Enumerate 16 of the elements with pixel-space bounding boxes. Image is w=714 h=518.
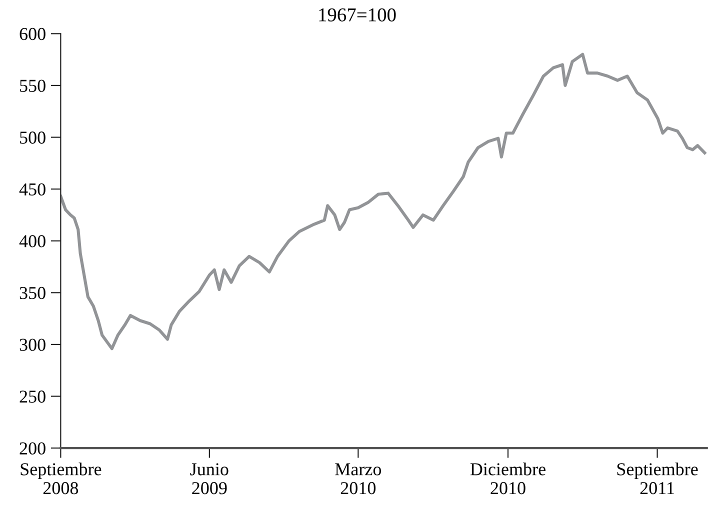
chart-title: 1967=100	[319, 8, 396, 22]
y-tick-label: 350	[20, 286, 46, 300]
y-tick-label: 450	[19, 183, 46, 196]
y-tick-label: 250	[20, 390, 46, 403]
y-tick-label: 550	[20, 80, 46, 92]
x-tick-label: Junio 2009	[190, 463, 228, 494]
y-tick-label: 600	[20, 28, 46, 40]
x-tick-label: Diciembre 2010	[470, 462, 546, 494]
x-tick-label: Septiembre 2011	[617, 462, 698, 494]
line-series	[60, 52, 706, 350]
y-tick-label: 200	[20, 442, 46, 455]
y-tick-label: 400	[19, 235, 46, 248]
y-tick-label: 500	[20, 132, 46, 144]
x-tick-label: Marzo 2010	[335, 463, 382, 494]
y-tick-label: 300	[20, 338, 46, 351]
x-tick-label: Septiembre 2008	[20, 462, 102, 494]
